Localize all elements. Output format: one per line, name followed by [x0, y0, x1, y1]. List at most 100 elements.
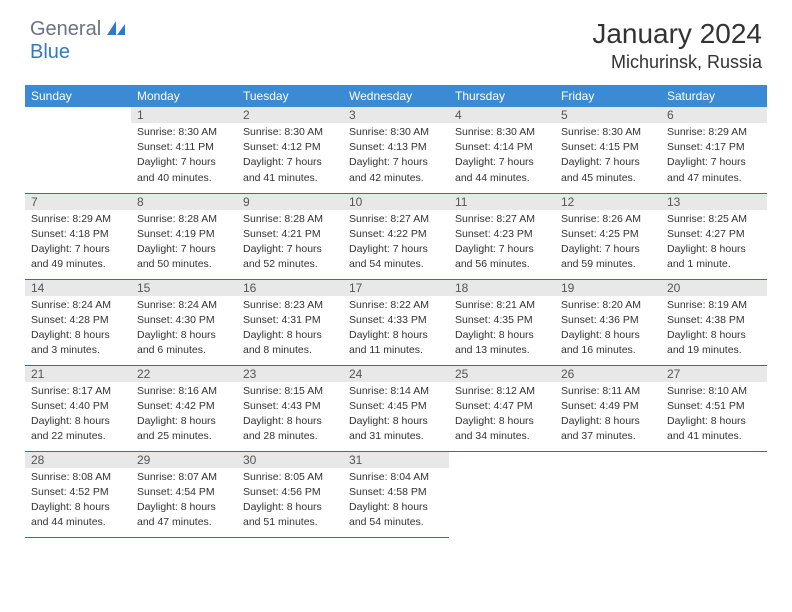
day-cell: 18Sunrise: 8:21 AMSunset: 4:35 PMDayligh… [449, 279, 555, 365]
sunrise-text: Sunrise: 8:19 AM [667, 298, 761, 313]
day-number: 11 [449, 194, 555, 210]
sunrise-text: Sunrise: 8:26 AM [561, 212, 655, 227]
sunrise-text: Sunrise: 8:22 AM [349, 298, 443, 313]
sunrise-text: Sunrise: 8:05 AM [243, 470, 337, 485]
daylight-text: and 16 minutes. [561, 343, 655, 358]
day-cell: 1Sunrise: 8:30 AMSunset: 4:11 PMDaylight… [131, 107, 237, 193]
daylight-text: and 41 minutes. [667, 429, 761, 444]
day-info: Sunrise: 8:29 AMSunset: 4:18 PMDaylight:… [25, 210, 131, 273]
title-block: January 2024 Michurinsk, Russia [592, 18, 762, 73]
day-info: Sunrise: 8:04 AMSunset: 4:58 PMDaylight:… [343, 468, 449, 531]
daylight-text: and 25 minutes. [137, 429, 231, 444]
day-number: 21 [25, 366, 131, 382]
daylight-text: and 6 minutes. [137, 343, 231, 358]
day-number: 24 [343, 366, 449, 382]
sunset-text: Sunset: 4:23 PM [455, 227, 549, 242]
day-cell: 11 Sunrise: 8:27 AMSunset: 4:23 PMDayligh… [449, 193, 555, 279]
daylight-text: and 45 minutes. [561, 171, 655, 186]
day-cell: 13Sunrise: 8:25 AMSunset: 4:27 PMDayligh… [661, 193, 767, 279]
day-cell: 7Sunrise: 8:29 AMSunset: 4:18 PMDaylight… [25, 193, 131, 279]
day-number: 19 [555, 280, 661, 296]
daylight-text: Daylight: 7 hours [137, 242, 231, 257]
sunset-text: Sunset: 4:49 PM [561, 399, 655, 414]
day-cell: 20Sunrise: 8:19 AMSunset: 4:38 PMDayligh… [661, 279, 767, 365]
day-cell: 22Sunrise: 8:16 AMSunset: 4:42 PMDayligh… [131, 365, 237, 451]
sunrise-text: Sunrise: 8:27 AM [455, 212, 549, 227]
daylight-text: Daylight: 8 hours [667, 414, 761, 429]
daylight-text: Daylight: 7 hours [561, 242, 655, 257]
sunset-text: Sunset: 4:56 PM [243, 485, 337, 500]
day-info: Sunrise: 8:26 AMSunset: 4:25 PMDaylight:… [555, 210, 661, 273]
day-info: Sunrise: 8:30 AMSunset: 4:15 PMDaylight:… [555, 123, 661, 186]
location: Michurinsk, Russia [592, 52, 762, 73]
sunset-text: Sunset: 4:31 PM [243, 313, 337, 328]
day-number: 27 [661, 366, 767, 382]
day-number: 26 [555, 366, 661, 382]
day-info: Sunrise: 8:05 AMSunset: 4:56 PMDaylight:… [237, 468, 343, 531]
week-row: 14Sunrise: 8:24 AMSunset: 4:28 PMDayligh… [25, 279, 767, 365]
day-number: 5 [555, 107, 661, 123]
day-number: 8 [131, 194, 237, 210]
daylight-text: Daylight: 7 hours [455, 242, 549, 257]
weekday-header: Thursday [449, 85, 555, 107]
daylight-text: and 42 minutes. [349, 171, 443, 186]
sunset-text: Sunset: 4:43 PM [243, 399, 337, 414]
daylight-text: Daylight: 7 hours [349, 242, 443, 257]
sunrise-text: Sunrise: 8:30 AM [243, 125, 337, 140]
day-info: Sunrise: 8:19 AMSunset: 4:38 PMDaylight:… [661, 296, 767, 359]
day-number: 15 [131, 280, 237, 296]
day-cell [25, 107, 131, 193]
daylight-text: Daylight: 8 hours [349, 328, 443, 343]
sunset-text: Sunset: 4:38 PM [667, 313, 761, 328]
sunset-text: Sunset: 4:35 PM [455, 313, 549, 328]
sunrise-text: Sunrise: 8:12 AM [455, 384, 549, 399]
daylight-text: and 49 minutes. [31, 257, 125, 272]
sunset-text: Sunset: 4:52 PM [31, 485, 125, 500]
sunrise-text: Sunrise: 8:29 AM [667, 125, 761, 140]
sunset-text: Sunset: 4:42 PM [137, 399, 231, 414]
day-number: 10 [343, 194, 449, 210]
sunset-text: Sunset: 4:47 PM [455, 399, 549, 414]
daylight-text: and 41 minutes. [243, 171, 337, 186]
logo: General Blue [30, 18, 125, 64]
day-info: Sunrise: 8:07 AMSunset: 4:54 PMDaylight:… [131, 468, 237, 531]
sunset-text: Sunset: 4:21 PM [243, 227, 337, 242]
daylight-text: Daylight: 7 hours [349, 155, 443, 170]
daylight-text: and 37 minutes. [561, 429, 655, 444]
daylight-text: and 59 minutes. [561, 257, 655, 272]
sunrise-text: Sunrise: 8:28 AM [137, 212, 231, 227]
sunset-text: Sunset: 4:54 PM [137, 485, 231, 500]
day-info: Sunrise: 8:20 AMSunset: 4:36 PMDaylight:… [555, 296, 661, 359]
day-cell: 4Sunrise: 8:30 AMSunset: 4:14 PMDaylight… [449, 107, 555, 193]
day-info: Sunrise: 8:12 AMSunset: 4:47 PMDaylight:… [449, 382, 555, 445]
daylight-text: and 1 minute. [667, 257, 761, 272]
daylight-text: Daylight: 7 hours [561, 155, 655, 170]
week-row: 1Sunrise: 8:30 AMSunset: 4:11 PMDaylight… [25, 107, 767, 193]
day-info: Sunrise: 8:30 AMSunset: 4:13 PMDaylight:… [343, 123, 449, 186]
day-info: Sunrise: 8:27 AMSunset: 4:22 PMDaylight:… [343, 210, 449, 273]
daylight-text: and 44 minutes. [455, 171, 549, 186]
day-number: 13 [661, 194, 767, 210]
sunrise-text: Sunrise: 8:20 AM [561, 298, 655, 313]
sunrise-text: Sunrise: 8:11 AM [561, 384, 655, 399]
sunset-text: Sunset: 4:40 PM [31, 399, 125, 414]
day-cell: 19Sunrise: 8:20 AMSunset: 4:36 PMDayligh… [555, 279, 661, 365]
day-number: 2 [237, 107, 343, 123]
weekday-header: Wednesday [343, 85, 449, 107]
day-cell: 24Sunrise: 8:14 AMSunset: 4:45 PMDayligh… [343, 365, 449, 451]
day-info: Sunrise: 8:23 AMSunset: 4:31 PMDaylight:… [237, 296, 343, 359]
weekday-header: Sunday [25, 85, 131, 107]
sunrise-text: Sunrise: 8:21 AM [455, 298, 549, 313]
day-cell [449, 451, 555, 537]
day-cell: 8Sunrise: 8:28 AMSunset: 4:19 PMDaylight… [131, 193, 237, 279]
daylight-text: Daylight: 8 hours [243, 414, 337, 429]
header: General Blue January 2024 Michurinsk, Ru… [0, 0, 792, 81]
sunset-text: Sunset: 4:36 PM [561, 313, 655, 328]
week-row: 7Sunrise: 8:29 AMSunset: 4:18 PMDaylight… [25, 193, 767, 279]
day-cell: 12Sunrise: 8:26 AMSunset: 4:25 PMDayligh… [555, 193, 661, 279]
day-number: 20 [661, 280, 767, 296]
sunrise-text: Sunrise: 8:23 AM [243, 298, 337, 313]
day-cell: 29Sunrise: 8:07 AMSunset: 4:54 PMDayligh… [131, 451, 237, 537]
day-cell [661, 451, 767, 537]
sunset-text: Sunset: 4:28 PM [31, 313, 125, 328]
